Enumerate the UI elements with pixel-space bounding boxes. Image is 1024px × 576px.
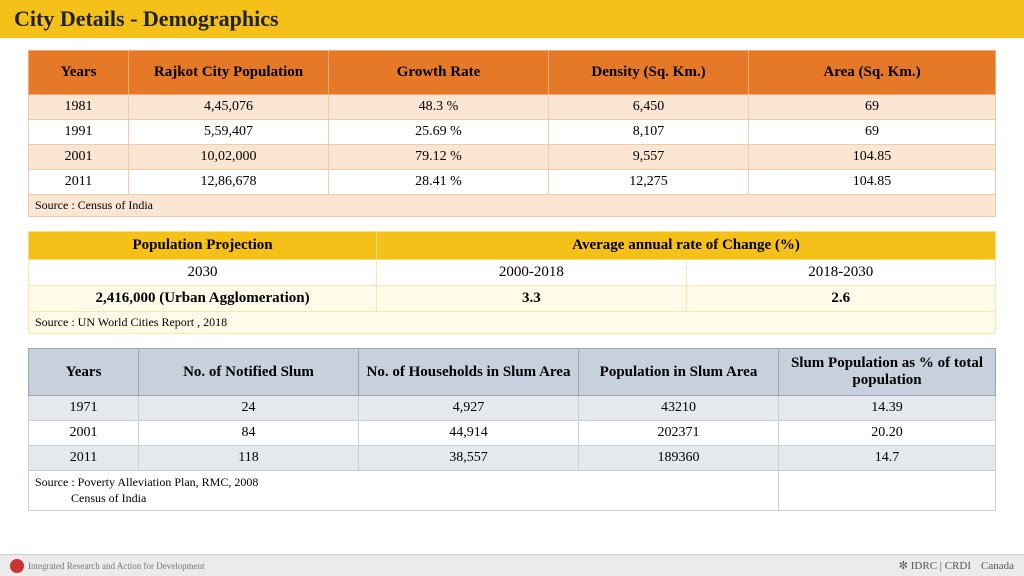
table-row: 1991 5,59,407 25.69 % 8,107 69	[29, 120, 996, 145]
table-row: 2001 84 44,914 202371 20.20	[29, 421, 996, 446]
footer-bar: Integrated Research and Action for Devel…	[0, 554, 1024, 576]
table-row: 2001 10,02,000 79.12 % 9,557 104.85	[29, 145, 996, 170]
col-slum-pop: Population in Slum Area	[579, 349, 779, 396]
col-projection: Population Projection	[29, 232, 377, 260]
source-text: Source : Poverty Alleviation Plan, RMC, …	[29, 471, 779, 511]
table-row: 1981 4,45,076 48.3 % 6,450 69	[29, 95, 996, 120]
col-households: No. of Households in Slum Area	[359, 349, 579, 396]
page-title-bar: City Details - Demographics	[0, 0, 1024, 38]
source-row: Source : UN World Cities Report , 2018	[29, 312, 996, 334]
footer-left: Integrated Research and Action for Devel…	[10, 559, 205, 573]
source-text: Source : UN World Cities Report , 2018	[29, 312, 996, 334]
table-header-row: Years Rajkot City Population Growth Rate…	[29, 51, 996, 95]
col-area: Area (Sq. Km.)	[749, 51, 996, 95]
footer-logo-icon	[10, 559, 24, 573]
source-text: Source : Census of India	[29, 195, 996, 217]
source-row: Source : Poverty Alleviation Plan, RMC, …	[29, 471, 996, 511]
table-header-row: Years No. of Notified Slum No. of Househ…	[29, 349, 996, 396]
col-density: Density (Sq. Km.)	[549, 51, 749, 95]
population-table: Years Rajkot City Population Growth Rate…	[28, 50, 996, 217]
col-notified-slum: No. of Notified Slum	[139, 349, 359, 396]
table-row: 2011 118 38,557 189360 14.7	[29, 446, 996, 471]
source-row: Source : Census of India	[29, 195, 996, 217]
footer-org-text: Integrated Research and Action for Devel…	[28, 561, 205, 571]
slum-table: Years No. of Notified Slum No. of Househ…	[28, 348, 996, 511]
col-slum-pct: Slum Population as % of total population	[779, 349, 996, 396]
footer-idrc: ✼ IDRC | CRDI	[899, 559, 971, 572]
content-area: Years Rajkot City Population Growth Rate…	[0, 38, 1024, 511]
col-years: Years	[29, 51, 129, 95]
col-growth: Growth Rate	[329, 51, 549, 95]
value-row: 2,416,000 (Urban Agglomeration) 3.3 2.6	[29, 286, 996, 312]
projection-table: Population Projection Average annual rat…	[28, 231, 996, 334]
col-change-rate: Average annual rate of Change (%)	[377, 232, 996, 260]
footer-right: ✼ IDRC | CRDI Canada	[899, 559, 1014, 572]
table-row: 1971 24 4,927 43210 14.39	[29, 396, 996, 421]
table-row: 2011 12,86,678 28.41 % 12,275 104.85	[29, 170, 996, 195]
table-header-row: Population Projection Average annual rat…	[29, 232, 996, 260]
col-years: Years	[29, 349, 139, 396]
footer-canada: Canada	[981, 560, 1014, 572]
subheader-row: 2030 2000-2018 2018-2030	[29, 260, 996, 286]
page-title: City Details - Demographics	[14, 6, 279, 31]
col-population: Rajkot City Population	[129, 51, 329, 95]
